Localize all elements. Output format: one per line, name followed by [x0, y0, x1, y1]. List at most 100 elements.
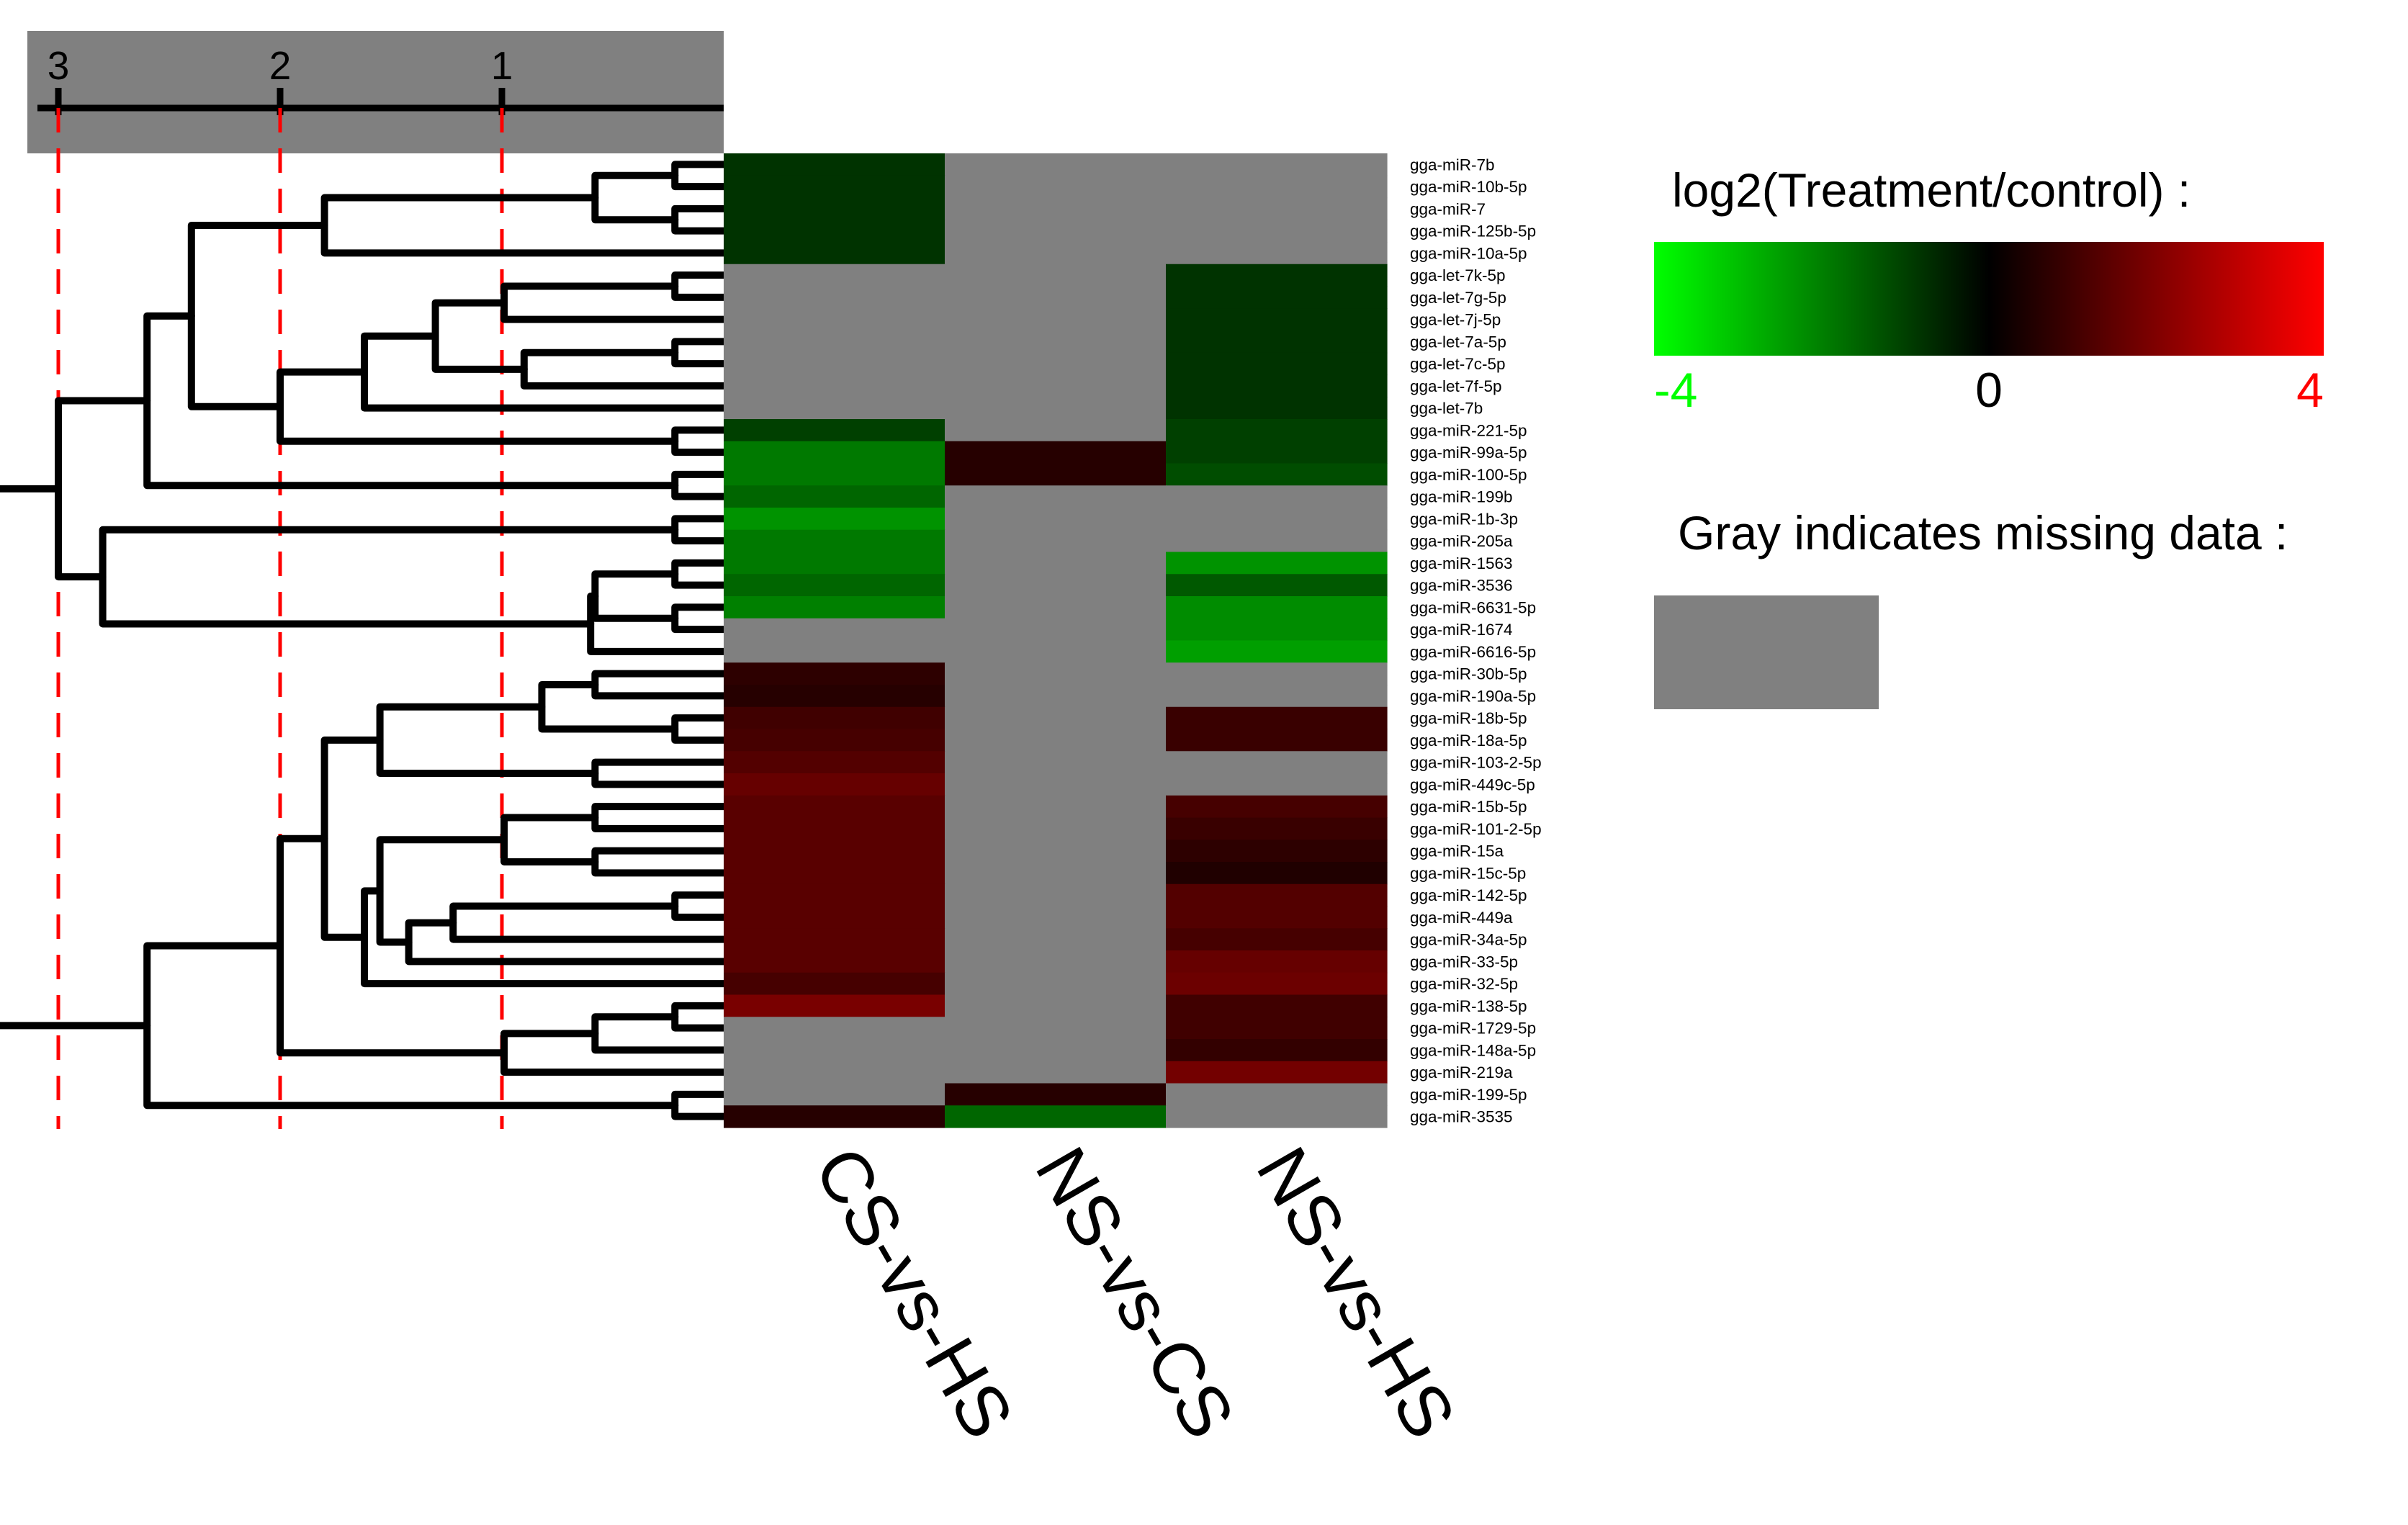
scale-tick-label: 3 — [48, 43, 70, 88]
heatmap-cell — [1166, 883, 1388, 907]
row-label: gga-miR-1563 — [1410, 554, 1513, 572]
heatmap-cell — [945, 286, 1167, 309]
row-label: gga-miR-7b — [1410, 156, 1495, 174]
heatmap-cell — [945, 817, 1167, 840]
heatmap-cell — [945, 618, 1167, 642]
heatmap-cell — [724, 463, 945, 486]
row-label: gga-let-7k-5p — [1410, 266, 1506, 284]
row-label: gga-miR-18a-5p — [1410, 732, 1527, 750]
row-label: gga-miR-199-5p — [1410, 1086, 1527, 1104]
heatmap-cell — [945, 596, 1167, 619]
row-label: gga-let-7a-5p — [1410, 333, 1506, 351]
heatmap-cell — [1166, 463, 1388, 486]
heatmap-cell — [1166, 751, 1388, 774]
heatmap-cell — [724, 862, 945, 885]
row-label: gga-miR-18b-5p — [1410, 709, 1527, 727]
heatmap-cell — [945, 175, 1167, 199]
heatmap-cell — [1166, 286, 1388, 309]
heatmap-cell — [1166, 662, 1388, 685]
heatmap-cell — [724, 729, 945, 752]
row-label: gga-miR-103-2-5p — [1410, 754, 1542, 772]
heatmap-cell — [724, 485, 945, 508]
heatmap-cell — [1166, 374, 1388, 397]
heatmap-cell — [945, 950, 1167, 973]
heatmap-cell — [1166, 950, 1388, 973]
heatmap-cell — [1166, 640, 1388, 663]
legend: log2(Treatment/control) : -4 0 4 Gray in… — [1654, 163, 2324, 709]
colorbar-max-label: 4 — [2296, 363, 2324, 418]
heatmap-cell — [724, 308, 945, 331]
row-label: gga-miR-1674 — [1410, 621, 1513, 639]
heatmap-cell — [724, 685, 945, 708]
heatmap-cell — [1166, 552, 1388, 575]
heatmap-cell — [1166, 972, 1388, 996]
heatmap-cell — [945, 529, 1167, 553]
heatmap-cell — [945, 706, 1167, 730]
row-label: gga-miR-138-5p — [1410, 997, 1527, 1015]
heatmap-cell — [724, 397, 945, 420]
heatmap-cell — [945, 751, 1167, 774]
heatmap-cell — [724, 840, 945, 863]
missing-data-title: Gray indicates missing data : — [1678, 506, 2288, 559]
heatmap-cell — [1166, 1039, 1388, 1062]
row-label: gga-miR-101-2-5p — [1410, 820, 1542, 838]
heatmap-cell — [724, 508, 945, 531]
heatmap-cell — [724, 906, 945, 929]
row-label: gga-miR-205a — [1410, 532, 1513, 550]
heatmap-cell — [945, 508, 1167, 531]
heatmap-cell — [1166, 441, 1388, 464]
heatmap-cell — [945, 197, 1167, 220]
heatmap-cell — [724, 374, 945, 397]
heatmap-cell — [724, 175, 945, 199]
row-label: gga-miR-32-5p — [1410, 975, 1518, 993]
heatmap-cell — [724, 330, 945, 354]
heatmap-cell — [945, 574, 1167, 597]
heatmap-cell — [724, 751, 945, 774]
heatmap-cell — [724, 352, 945, 376]
heatmap-cell — [945, 994, 1167, 1017]
heatmap-cell — [724, 1017, 945, 1040]
heatmap-cell — [945, 330, 1167, 354]
heatmap-cell — [1166, 994, 1388, 1017]
heatmap-cell — [945, 685, 1167, 708]
heatmap-cells — [724, 153, 1388, 1128]
heatmap-cell — [945, 397, 1167, 420]
heatmap-cell — [724, 419, 945, 442]
heatmap-cell — [945, 1061, 1167, 1084]
row-label: gga-miR-6616-5p — [1410, 643, 1536, 661]
heatmap-cell — [1166, 330, 1388, 354]
row-label: gga-miR-219a — [1410, 1063, 1513, 1081]
heatmap-cell — [1166, 529, 1388, 553]
heatmap-cell — [945, 419, 1167, 442]
colorbar-title: log2(Treatment/control) : — [1672, 163, 2191, 217]
heatmap-cell — [945, 552, 1167, 575]
dendrogram-branch — [0, 485, 151, 1030]
heatmap-cell — [945, 264, 1167, 287]
heatmap-cell — [1166, 574, 1388, 597]
row-label: gga-miR-3536 — [1410, 577, 1513, 595]
heatmap-cell — [724, 286, 945, 309]
row-label: gga-miR-7 — [1410, 200, 1486, 218]
row-label: gga-miR-30b-5p — [1410, 665, 1527, 683]
row-label: gga-miR-10b-5p — [1410, 178, 1527, 196]
row-label: gga-miR-125b-5p — [1410, 222, 1536, 240]
heatmap-cell — [945, 795, 1167, 819]
heatmap-cell — [1166, 197, 1388, 220]
heatmap-cell — [1166, 508, 1388, 531]
heatmap-cell — [724, 950, 945, 973]
heatmap-cell — [724, 596, 945, 619]
scale-tick-label: 2 — [269, 43, 292, 88]
heatmap-cell — [945, 773, 1167, 796]
heatmap-cell — [945, 1039, 1167, 1062]
heatmap-cell — [1166, 817, 1388, 840]
heatmap-cell — [724, 773, 945, 796]
heatmap-cell — [1166, 1061, 1388, 1084]
heatmap-cell — [945, 463, 1167, 486]
heatmap-cell — [1166, 1105, 1388, 1128]
heatmap-cell — [945, 729, 1167, 752]
heatmap-cell — [724, 220, 945, 243]
row-label: gga-miR-34a-5p — [1410, 931, 1527, 949]
colorbar-mid-label: 0 — [1975, 363, 2003, 418]
heatmap-cell — [724, 994, 945, 1017]
